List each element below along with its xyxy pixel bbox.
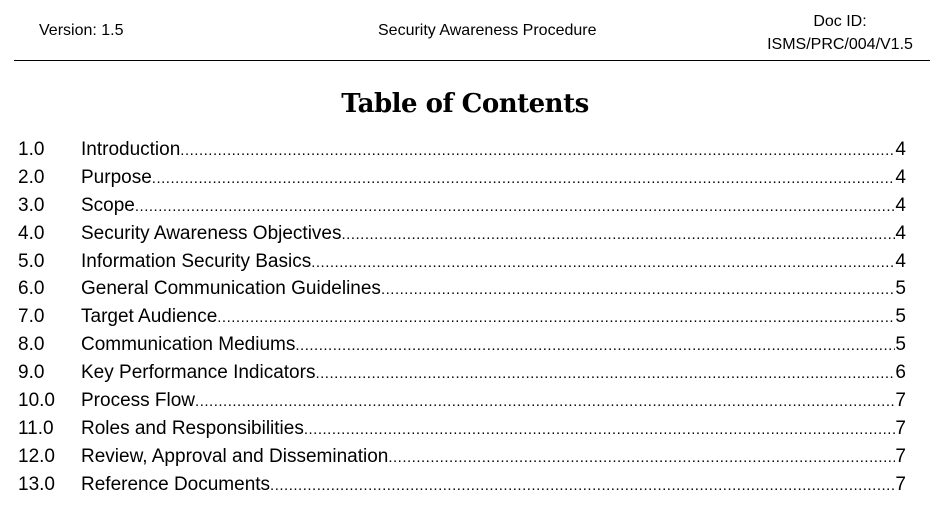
- toc-leader-dots: [304, 421, 896, 438]
- toc-entry[interactable]: 2.0 Purpose 4: [18, 167, 906, 195]
- toc-page-number: 7: [895, 473, 906, 495]
- toc-title[interactable]: Review, Approval and Dissemination: [81, 445, 389, 467]
- toc-page-number: 4: [895, 222, 906, 244]
- toc-title[interactable]: Target Audience: [81, 306, 218, 328]
- toc-leader-dots: [315, 365, 895, 382]
- header-divider: [14, 60, 930, 61]
- toc-number: 11.0: [18, 417, 54, 439]
- toc-title[interactable]: Security Awareness Objectives: [81, 222, 342, 244]
- toc-number: 8.0: [18, 334, 45, 356]
- toc-page-number: 4: [895, 194, 906, 216]
- toc-number: 7.0: [18, 306, 45, 328]
- toc-page-number: 5: [895, 278, 906, 300]
- toc-leader-dots: [342, 226, 896, 243]
- toc-number: 5.0: [18, 250, 45, 272]
- header-doc-id: Doc ID: ISMS/PRC/004/V1.5: [740, 10, 940, 56]
- toc-leader-dots: [180, 142, 895, 159]
- toc-page-number: 4: [895, 139, 906, 160]
- toc-number: 12.0: [18, 445, 55, 467]
- toc-page-number: 5: [895, 334, 906, 356]
- toc-title[interactable]: General Communication Guidelines: [81, 278, 381, 300]
- toc-number: 10.0: [18, 390, 55, 412]
- toc-title[interactable]: Communication Mediums: [81, 334, 296, 356]
- toc-page-number: 7: [895, 390, 906, 412]
- toc-title[interactable]: Introduction: [81, 139, 181, 160]
- toc-entry[interactable]: 3.0 Scope 4: [18, 195, 906, 223]
- toc-title[interactable]: Roles and Responsibilities: [81, 417, 304, 439]
- toc-leader-dots: [295, 337, 895, 354]
- toc-number: 3.0: [18, 194, 45, 216]
- toc-page-number: 7: [895, 417, 906, 439]
- toc-leader-dots: [381, 281, 895, 298]
- toc-number: 1.0: [18, 139, 45, 160]
- toc-page-number: 4: [895, 250, 906, 272]
- toc-leader-dots: [195, 393, 895, 410]
- toc-entry[interactable]: 8.0 Communication Mediums 5: [18, 334, 906, 362]
- toc-title[interactable]: Information Security Basics: [81, 250, 312, 272]
- toc-page-number: 4: [895, 166, 906, 188]
- toc-page-number: 6: [895, 362, 906, 384]
- toc-entry[interactable]: 5.0 Information Security Basics 4: [18, 251, 906, 279]
- doc-id-label: Doc ID:: [813, 13, 867, 30]
- toc-leader-dots: [135, 198, 896, 215]
- toc-entry[interactable]: 6.0 General Communication Guidelines 5: [18, 278, 906, 306]
- toc-number: 6.0: [18, 278, 45, 300]
- toc-title[interactable]: Process Flow: [81, 390, 196, 412]
- toc-entry[interactable]: 1.0 Introduction 4: [18, 139, 906, 167]
- toc-entry[interactable]: 11.0 Roles and Responsibilities 7: [18, 418, 906, 446]
- table-of-contents: 1.0 Introduction 4 2.0 Purpose 4 3.0 Scope 4 4.0 S…: [18, 139, 906, 502]
- toc-leader-dots: [217, 309, 895, 326]
- toc-entry[interactable]: 9.0 Key Performance Indicators 6: [18, 362, 906, 390]
- header-version: Version: 1.5: [39, 22, 124, 39]
- doc-id-value: ISMS/PRC/004/V1.5: [767, 36, 913, 53]
- toc-title[interactable]: Purpose: [81, 166, 152, 188]
- toc-leader-dots: [152, 170, 896, 187]
- toc-number: 2.0: [18, 166, 45, 188]
- header-title: Security Awareness Procedure: [378, 22, 597, 39]
- toc-leader-dots: [270, 477, 895, 494]
- toc-page-number: 5: [895, 306, 906, 328]
- toc-entry[interactable]: 4.0 Security Awareness Objectives 4: [18, 223, 906, 251]
- toc-number: 9.0: [18, 362, 45, 384]
- toc-leader-dots: [388, 449, 895, 466]
- toc-title[interactable]: Scope: [81, 194, 135, 216]
- toc-page-number: 7: [895, 445, 906, 467]
- toc-title[interactable]: Reference Documents: [81, 473, 271, 495]
- toc-title[interactable]: Key Performance Indicators: [81, 362, 316, 384]
- toc-entry[interactable]: 13.0 Reference Documents 7: [18, 474, 906, 502]
- toc-entry[interactable]: 10.0 Process Flow 7: [18, 390, 906, 418]
- toc-leader-dots: [311, 254, 895, 271]
- toc-number: 13.0: [18, 473, 55, 495]
- toc-entry[interactable]: 12.0 Review, Approval and Dissemination 7: [18, 446, 906, 474]
- toc-number: 4.0: [18, 222, 45, 244]
- page-title: Table of Contents: [341, 89, 589, 119]
- toc-entry[interactable]: 7.0 Target Audience 5: [18, 306, 906, 334]
